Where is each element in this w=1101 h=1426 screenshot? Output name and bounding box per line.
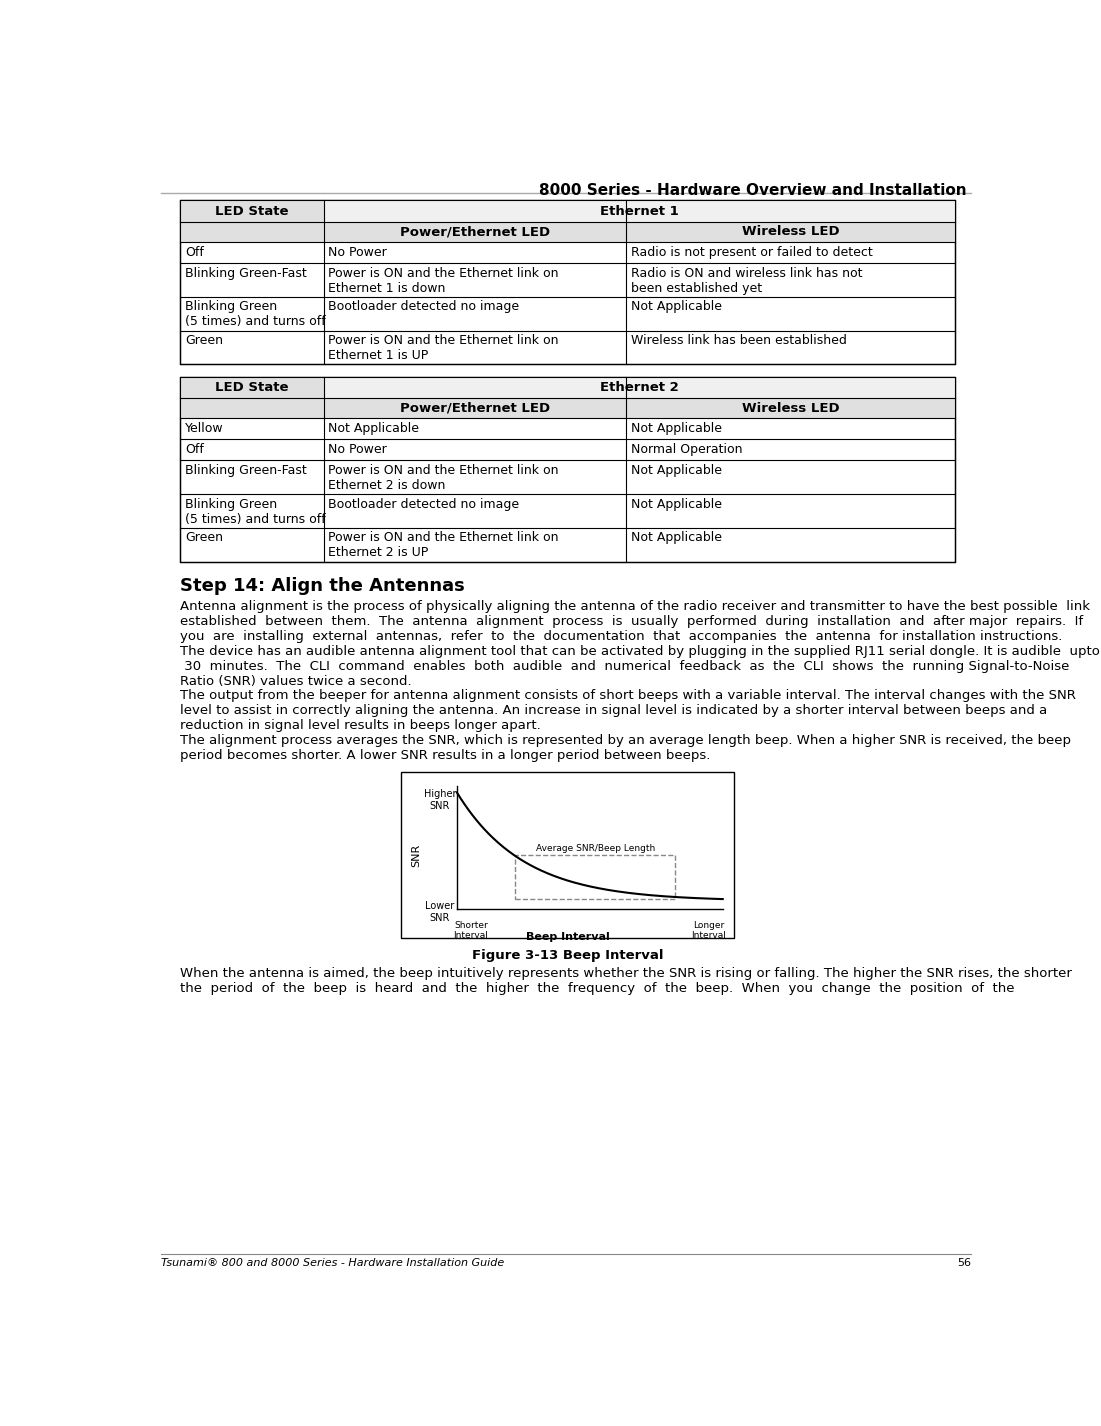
Text: Off: Off [185, 443, 204, 456]
Bar [181, 376, 956, 562]
Text: Blinking Green
(5 times) and turns off: Blinking Green (5 times) and turns off [185, 498, 326, 526]
Text: Green: Green [185, 532, 222, 545]
Text: Antenna alignment is the process of physically aligning the antenna of the radio: Antenna alignment is the process of phys… [181, 600, 1094, 643]
Text: The alignment process averages the SNR, which is represented by an average lengt: The alignment process averages the SNR, … [181, 734, 1071, 761]
Text: No Power: No Power [328, 245, 388, 258]
Bar [181, 398, 324, 418]
Bar [324, 201, 956, 222]
Text: Normal Operation: Normal Operation [631, 443, 742, 456]
Text: Ethernet 1: Ethernet 1 [600, 205, 679, 218]
Text: Higher
SNR: Higher SNR [424, 790, 456, 811]
Text: Blinking Green-Fast: Blinking Green-Fast [185, 463, 307, 476]
Text: SNR: SNR [412, 844, 422, 867]
Text: Ethernet 2: Ethernet 2 [600, 381, 679, 394]
Bar [181, 376, 324, 398]
Text: Not Applicable: Not Applicable [631, 463, 721, 476]
Text: Green: Green [185, 334, 222, 348]
Text: Bootloader detected no image: Bootloader detected no image [328, 301, 520, 314]
Text: Shorter
Interval: Shorter Interval [454, 921, 489, 941]
Text: Figure 3-13 Beep Interval: Figure 3-13 Beep Interval [472, 948, 664, 961]
Text: Blinking Green
(5 times) and turns off: Blinking Green (5 times) and turns off [185, 301, 326, 328]
Text: Bootloader detected no image: Bootloader detected no image [328, 498, 520, 511]
Bar [625, 398, 956, 418]
Text: 8000 Series - Hardware Overview and Installation: 8000 Series - Hardware Overview and Inst… [539, 183, 967, 198]
Text: Power/Ethernet LED: Power/Ethernet LED [400, 402, 549, 415]
Bar [324, 376, 956, 398]
Text: No Power: No Power [328, 443, 388, 456]
Bar [324, 222, 625, 242]
Text: Beep Interval: Beep Interval [526, 931, 610, 943]
Text: Radio is ON and wireless link has not
been established yet: Radio is ON and wireless link has not be… [631, 267, 862, 295]
Bar [181, 222, 324, 242]
Text: Lower
SNR: Lower SNR [425, 901, 455, 923]
Text: Step 14: Align the Antennas: Step 14: Align the Antennas [181, 578, 465, 595]
Bar [181, 201, 324, 222]
Bar [625, 222, 956, 242]
Text: The device has an audible antenna alignment tool that can be activated by pluggi: The device has an audible antenna alignm… [181, 645, 1100, 687]
Text: Not Applicable: Not Applicable [631, 498, 721, 511]
Text: Power is ON and the Ethernet link on
Ethernet 1 is down: Power is ON and the Ethernet link on Eth… [328, 267, 559, 295]
Bar [181, 201, 956, 365]
Text: Radio is not present or failed to detect: Radio is not present or failed to detect [631, 245, 872, 258]
Text: Power is ON and the Ethernet link on
Ethernet 2 is down: Power is ON and the Ethernet link on Eth… [328, 463, 559, 492]
Text: 56: 56 [957, 1258, 971, 1268]
Bar [401, 773, 734, 938]
Text: Tsunami® 800 and 8000 Series - Hardware Installation Guide: Tsunami® 800 and 8000 Series - Hardware … [161, 1258, 504, 1268]
Text: Power is ON and the Ethernet link on
Ethernet 2 is UP: Power is ON and the Ethernet link on Eth… [328, 532, 559, 559]
Text: Power is ON and the Ethernet link on
Ethernet 1 is UP: Power is ON and the Ethernet link on Eth… [328, 334, 559, 362]
Text: LED State: LED State [215, 381, 288, 394]
Text: Off: Off [185, 245, 204, 258]
Text: Wireless LED: Wireless LED [742, 225, 839, 238]
Bar [324, 398, 625, 418]
Text: Blinking Green-Fast: Blinking Green-Fast [185, 267, 307, 279]
Text: Wireless link has been established: Wireless link has been established [631, 334, 847, 348]
Text: Not Applicable: Not Applicable [631, 532, 721, 545]
Text: Power/Ethernet LED: Power/Ethernet LED [400, 225, 549, 238]
Text: Wireless LED: Wireless LED [742, 402, 839, 415]
Text: Longer
Interval: Longer Interval [691, 921, 727, 941]
Text: LED State: LED State [215, 205, 288, 218]
Text: Yellow: Yellow [185, 422, 224, 435]
Text: The output from the beeper for antenna alignment consists of short beeps with a : The output from the beeper for antenna a… [181, 689, 1076, 733]
Text: When the antenna is aimed, the beep intuitively represents whether the SNR is ri: When the antenna is aimed, the beep intu… [181, 967, 1077, 995]
Bar [515, 854, 675, 898]
Text: Not Applicable: Not Applicable [631, 422, 721, 435]
Text: Not Applicable: Not Applicable [631, 301, 721, 314]
Text: Average SNR/Beep Length: Average SNR/Beep Length [535, 844, 655, 853]
Text: Not Applicable: Not Applicable [328, 422, 419, 435]
